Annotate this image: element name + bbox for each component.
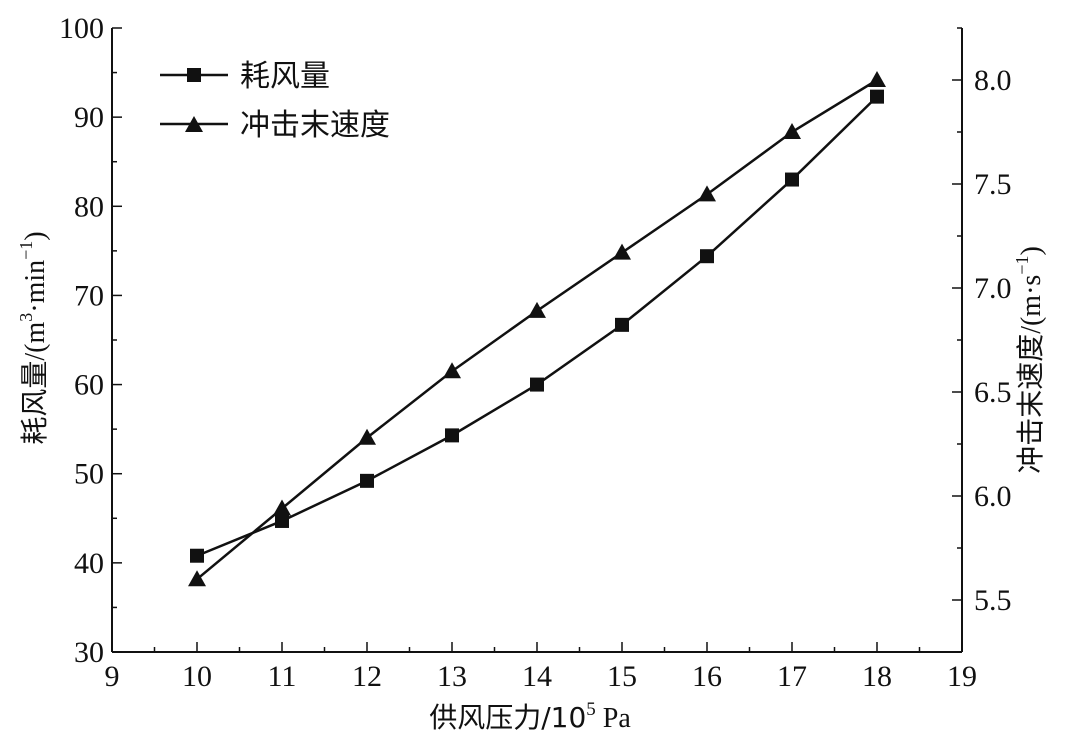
data-point-triangle	[698, 185, 716, 202]
data-point-triangle	[358, 428, 376, 445]
data-point-triangle	[273, 499, 291, 516]
data-point-triangle	[868, 71, 886, 87]
y-tick-label: 100	[59, 12, 104, 45]
data-point-square	[530, 377, 544, 392]
data-point-square	[870, 89, 884, 104]
data-point-triangle	[443, 362, 461, 379]
x-tick-label: 10	[182, 660, 212, 693]
data-point-triangle	[188, 570, 206, 587]
data-point-square	[360, 473, 374, 488]
series-line	[196, 95, 878, 557]
x-tick-label: 15	[607, 660, 637, 693]
y-tick-label: 40	[74, 547, 104, 580]
legend-label-impact-velocity: 冲击末速度	[240, 108, 390, 143]
y-tick-label: 30	[74, 636, 104, 669]
x-tick-label: 13	[437, 660, 467, 693]
data-point-square	[785, 172, 799, 187]
y-tick-label: 90	[74, 101, 104, 134]
y2-tick-label: 7.5	[974, 168, 1012, 201]
series-2	[188, 71, 886, 587]
data-point-triangle	[783, 123, 801, 139]
x-tick-label: 11	[268, 660, 297, 693]
legend-item-impact-velocity: 冲击末速度	[160, 108, 390, 143]
legend-label-air-consumption: 耗风量	[240, 59, 330, 94]
series-layer	[188, 71, 886, 587]
y-tick-label: 70	[74, 279, 104, 312]
y-axis-title: 耗风量/(m3·min−1)	[16, 231, 51, 444]
data-point-square	[445, 428, 459, 443]
data-point-triangle	[528, 301, 546, 318]
legend-item-air-consumption: 耗风量	[160, 59, 330, 94]
y2-tick-label: 6.5	[974, 376, 1012, 409]
y2-tick-label: 5.5	[974, 584, 1012, 617]
legend-triangle-marker	[185, 116, 203, 132]
x-axis-title: 供风压力/105 Pa	[429, 699, 631, 734]
data-point-square	[615, 317, 629, 332]
legend: 耗风量 冲击末速度	[160, 59, 390, 143]
data-point-triangle	[613, 243, 631, 260]
y2-axis-title: 冲击末速度/(m·s−1)	[1012, 246, 1047, 474]
data-point-square	[275, 513, 289, 528]
legend-square-marker	[187, 68, 201, 82]
x-tick-label: 18	[862, 660, 892, 693]
x-tick-label: 16	[692, 660, 722, 693]
y-tick-label: 80	[74, 190, 104, 223]
x-tick-label: 12	[352, 660, 382, 693]
axes: 9 10 11 12 13 14 15 16 17 18 19 30 40 50 60 70 80 90 100 5.…	[59, 12, 1012, 693]
y2-tick-label: 6.0	[974, 480, 1012, 513]
x-tick-label: 19	[947, 660, 977, 693]
y-tick-label: 50	[74, 458, 104, 491]
x-tick-label: 9	[105, 660, 120, 693]
y2-tick-label: 8.0	[974, 64, 1012, 97]
data-point-square	[190, 548, 204, 563]
series-line	[196, 78, 878, 581]
y-tick-label: 60	[74, 369, 104, 402]
data-point-square	[700, 249, 714, 264]
x-tick-label: 17	[777, 660, 807, 693]
series-1	[190, 89, 884, 563]
y2-tick-label: 7.0	[974, 272, 1012, 305]
x-tick-label: 14	[522, 660, 552, 693]
